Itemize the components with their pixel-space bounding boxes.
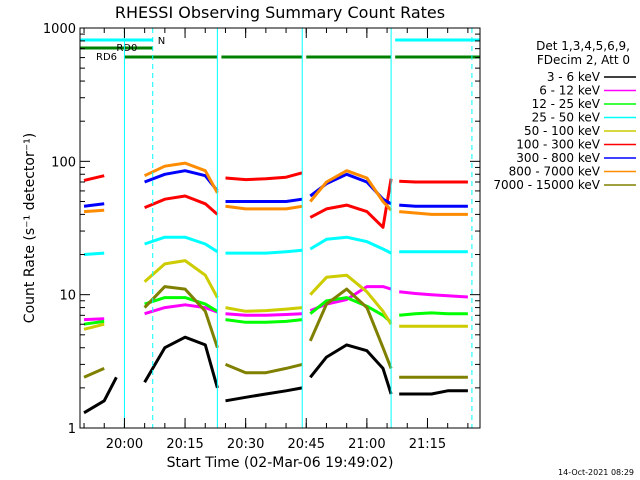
series-line-1 bbox=[83, 285, 468, 322]
x-axis-label: Start Time (02-Mar-06 19:49:02) bbox=[167, 455, 394, 471]
axes-layer: 1 10 100 1000 20:00 20:15 20:30 20:45 21:00 21:15 bbox=[43, 22, 481, 452]
x-tick-label-0: 20:00 bbox=[106, 437, 143, 452]
legend-label-5: 100 - 300 keV bbox=[516, 138, 600, 152]
legend-label-4: 50 - 100 keV bbox=[524, 124, 601, 138]
y-axis-label: Count Rate (s⁻¹ detector⁻¹) bbox=[22, 133, 38, 323]
x-tick-label-5: 21:15 bbox=[409, 437, 446, 452]
chart-title: RHESSI Observing Summary Count Rates bbox=[115, 3, 445, 22]
y-tick-label-0: 1 bbox=[68, 422, 76, 437]
y-tick-label-1: 10 bbox=[59, 289, 76, 304]
x-tick-label-4: 21:00 bbox=[348, 437, 385, 452]
y-tick-label-2: 100 bbox=[51, 155, 76, 170]
x-tick-label-1: 20:15 bbox=[166, 437, 203, 452]
legend: Det 1,3,4,5,6,9,FDecim 2, Att 0 3 - 6 keV… bbox=[493, 39, 636, 192]
flag-rd6-label: RD6 bbox=[96, 52, 117, 63]
legend-label-0: 3 - 6 keV bbox=[547, 70, 601, 84]
legend-label-6: 300 - 800 keV bbox=[516, 151, 600, 165]
series-line-7 bbox=[83, 161, 468, 216]
y-tick-label-3: 1000 bbox=[43, 22, 76, 37]
legend-label-3: 25 - 50 keV bbox=[532, 111, 601, 125]
flag-rd0-label: RD0 bbox=[116, 43, 137, 54]
timestamp: 14-Oct-2021 08:29 bbox=[558, 468, 634, 477]
series-line-6 bbox=[83, 169, 468, 208]
legend-label-8: 7000 - 15000 keV bbox=[493, 178, 600, 192]
series-line-4 bbox=[83, 259, 468, 331]
legend-header-line-1: Det 1,3,4,5,6,9, bbox=[536, 39, 630, 53]
legend-label-2: 12 - 25 keV bbox=[532, 97, 601, 111]
series-layer bbox=[83, 161, 468, 415]
series-line-5 bbox=[83, 171, 468, 229]
x-tick-label-3: 20:45 bbox=[288, 437, 325, 452]
series-line-0 bbox=[83, 335, 468, 415]
flag-n-label: N bbox=[158, 36, 165, 47]
legend-header-line-2: FDecim 2, Att 0 bbox=[537, 53, 630, 67]
series-line-2 bbox=[83, 296, 468, 326]
legend-label-7: 800 - 7000 keV bbox=[509, 165, 601, 179]
series-line-8 bbox=[83, 285, 468, 379]
legend-label-1: 6 - 12 keV bbox=[539, 84, 601, 98]
plot-frame bbox=[79, 27, 481, 429]
x-tick-label-2: 20:30 bbox=[227, 437, 264, 452]
series-line-3 bbox=[83, 235, 468, 256]
